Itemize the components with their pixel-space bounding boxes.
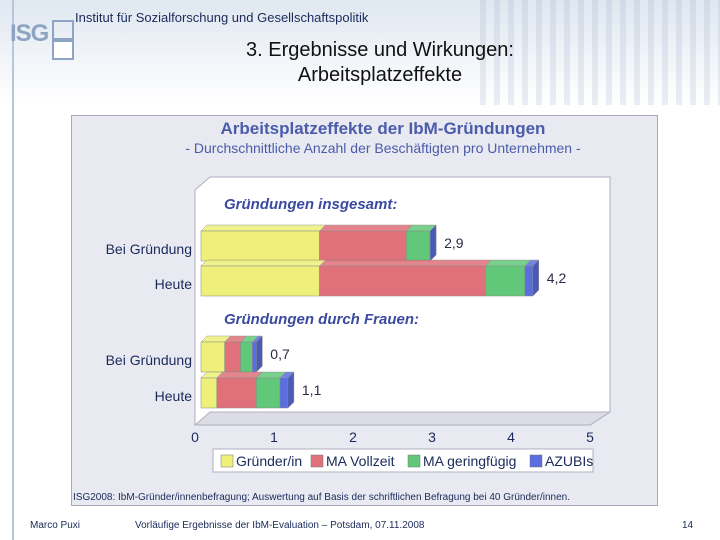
bar-total-label: 1,1 <box>302 382 322 398</box>
source-note: ISG2008: IbM-Gründer/innenbefragung; Aus… <box>73 492 570 503</box>
bar-segment-top <box>318 259 493 267</box>
bar-segment <box>406 230 431 262</box>
bar-segment <box>279 377 289 409</box>
legend-swatch <box>529 454 543 468</box>
x-tick-label: 2 <box>349 429 357 445</box>
slide-title: 3. Ergebnisse und Wirkungen: Arbeitsplat… <box>160 38 600 88</box>
bar-segment <box>200 377 218 409</box>
legend-label: Gründer/in <box>236 453 302 469</box>
bar-segment <box>200 265 320 297</box>
legend-label: MA geringfügig <box>423 453 516 469</box>
bar-segment-top <box>318 224 414 232</box>
bar-segment-top <box>484 259 532 267</box>
bar-segment <box>319 230 407 262</box>
bar-segment <box>319 265 486 297</box>
bar-segment-top <box>200 224 327 232</box>
institute-name: Institut für Sozialforschung und Gesells… <box>75 10 369 25</box>
isg-logo: ISG <box>8 14 74 60</box>
header-background <box>0 0 720 105</box>
category-label: Bei Gründung <box>106 352 192 368</box>
category-label: Heute <box>155 388 193 404</box>
legend-box <box>212 448 594 473</box>
bar-segment <box>256 377 281 409</box>
bar-total-label: 2,9 <box>444 235 464 251</box>
bar-segment <box>240 341 253 373</box>
group-label: Gründungen durch Frauen: <box>224 311 419 328</box>
bar-segment <box>485 265 526 297</box>
footer-page-number: 14 <box>682 520 694 531</box>
logo-square-top <box>52 20 74 40</box>
slide-title-line1: 3. Ergebnisse und Wirkungen: <box>246 39 514 61</box>
x-tick-label: 3 <box>428 429 436 445</box>
bar-end-face <box>532 259 540 297</box>
footer-event: Vorläufige Ergebnisse der IbM-Evaluation… <box>135 520 425 531</box>
bar-total-label: 0,7 <box>270 346 290 362</box>
bar-end-face <box>256 335 263 373</box>
group-label: Gründungen insgesamt: <box>224 196 397 213</box>
bar-segment <box>524 265 534 297</box>
plot-floor <box>193 411 612 426</box>
bar-segment <box>252 341 257 373</box>
logo-text: ISG <box>10 20 49 47</box>
bar-segment-top <box>200 259 327 267</box>
bar-segment-top <box>216 371 263 379</box>
footer-author: Marco Puxi <box>30 520 81 531</box>
x-tick-label: 1 <box>270 429 278 445</box>
legend-label: MA Vollzeit <box>326 453 395 469</box>
category-label: Heute <box>155 276 193 292</box>
bar-segment <box>216 377 257 409</box>
bar-segment <box>224 341 241 373</box>
chart-title: Arbeitsplatzeffekte der IbM-Gründungen <box>221 119 546 138</box>
bar-end-face <box>287 371 295 409</box>
x-tick-label: 4 <box>507 429 515 445</box>
bar-segment <box>200 341 225 373</box>
chart-subtitle: - Durchschnittliche Anzahl der Beschäfti… <box>185 140 581 156</box>
x-tick-label: 5 <box>586 429 594 445</box>
x-tick-label: 0 <box>191 429 199 445</box>
left-decor-line <box>12 0 14 540</box>
bar-segment <box>200 230 320 262</box>
slide-title-line2: Arbeitsplatzeffekte <box>297 64 463 86</box>
bar-end-face <box>429 224 437 262</box>
category-label: Bei Gründung <box>106 241 192 257</box>
legend-label: AZUBIs <box>545 453 593 469</box>
legend-swatch <box>220 454 234 468</box>
logo-square-bottom <box>52 40 74 60</box>
legend-swatch <box>407 454 421 468</box>
legend-swatch <box>310 454 324 468</box>
bar-total-label: 4,2 <box>547 270 567 286</box>
